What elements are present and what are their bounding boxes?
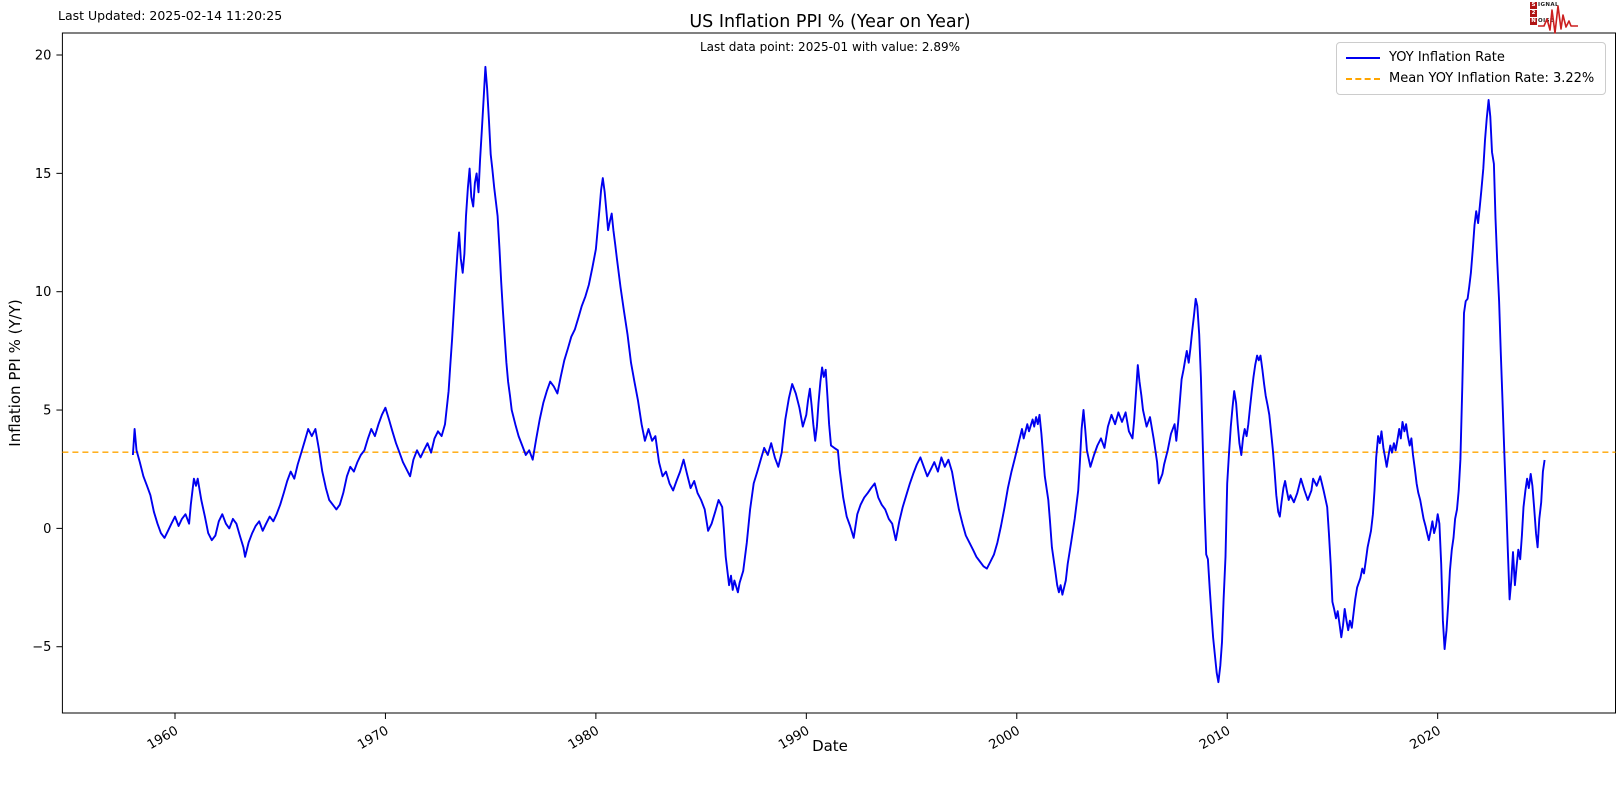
- x-axis-label: Date: [812, 737, 848, 755]
- plot-axes: −5 0 5 10 15 20 1960 1970 1980 1990 2000 2010 2020: [32, 32, 1616, 753]
- y-tick-label: 20: [35, 49, 52, 64]
- x-tick-label: 1980: [566, 723, 602, 753]
- legend-line-sample-dashed: [1346, 77, 1380, 80]
- chart-subtitle: Last data point: 2025-01 with value: 2.8…: [700, 40, 960, 54]
- yoy-inflation-line: [131, 65, 1546, 684]
- logo-row-signal: S IGNAL: [1530, 2, 1559, 9]
- x-tick-label: 1970: [355, 723, 391, 753]
- legend-entry-yoy: YOY Inflation Rate: [1346, 50, 1594, 65]
- data-series: [62, 65, 1616, 684]
- last-updated-text: Last Updated: 2025-02-14 11:20:25: [58, 8, 282, 23]
- logo-letterbox-n: N: [1530, 18, 1537, 25]
- x-tick-label: 1960: [145, 723, 181, 753]
- legend: YOY Inflation Rate Mean YOY Inflation Ra…: [1336, 42, 1607, 95]
- axes-frame: [61, 32, 1616, 714]
- legend-entry-mean: Mean YOY Inflation Rate: 3.22%: [1346, 71, 1594, 86]
- legend-label-yoy: YOY Inflation Rate: [1389, 50, 1505, 65]
- logo-letterbox-s: S: [1530, 2, 1537, 9]
- y-tick-label: −5: [32, 640, 51, 655]
- x-tick-label: 2020: [1408, 723, 1444, 753]
- legend-label-mean: Mean YOY Inflation Rate: 3.22%: [1389, 71, 1595, 86]
- logo-letterbox-2: 2: [1530, 10, 1537, 17]
- y-tick-label: 0: [43, 522, 51, 537]
- logo-row-two: 2: [1530, 10, 1559, 17]
- logo-text-ignal: IGNAL: [1538, 2, 1559, 8]
- waveform-icon: [1538, 5, 1578, 34]
- y-tick-label: 5: [43, 404, 51, 419]
- y-tick-label: 15: [35, 167, 52, 182]
- y-tick-label: 10: [35, 285, 52, 300]
- y-axis-label: Inflation PPI % (Y/Y): [6, 299, 24, 446]
- x-tick-label: 2010: [1197, 723, 1233, 753]
- x-tick-label: 2000: [987, 723, 1023, 753]
- x-tick-label: 1990: [776, 723, 812, 753]
- signal2noise-logo: S IGNAL 2 N OISE: [1530, 2, 1578, 34]
- chart-title: US Inflation PPI % (Year on Year): [689, 12, 970, 32]
- legend-line-sample-solid: [1346, 56, 1380, 59]
